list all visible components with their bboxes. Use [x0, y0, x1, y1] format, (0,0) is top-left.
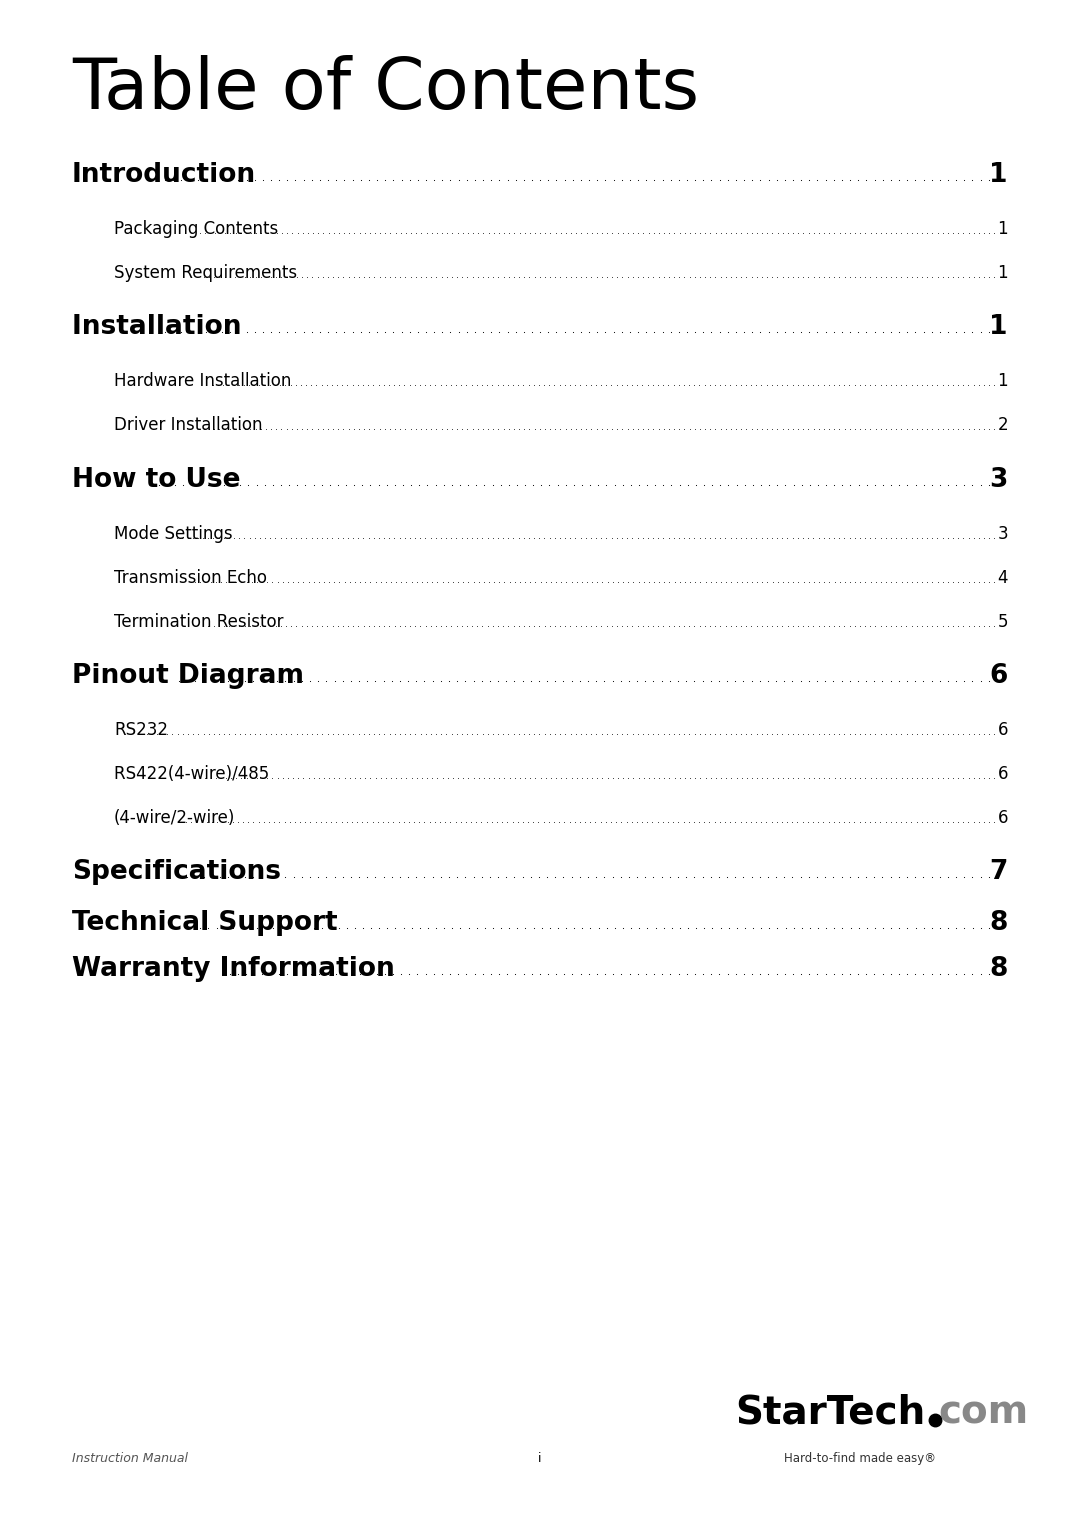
Text: Introduction: Introduction: [72, 161, 256, 189]
Text: 1: 1: [997, 371, 1008, 390]
Text: 4: 4: [998, 569, 1008, 587]
Text: 6: 6: [998, 766, 1008, 782]
Text: 3: 3: [989, 467, 1008, 493]
Text: 7: 7: [989, 858, 1008, 884]
Text: StarTech: StarTech: [735, 1394, 926, 1432]
Text: 5: 5: [998, 613, 1008, 632]
Text: Warranty Information: Warranty Information: [72, 956, 395, 982]
Text: 1: 1: [989, 161, 1008, 189]
Text: Hard-to-find made easy®: Hard-to-find made easy®: [784, 1452, 936, 1466]
Text: 1: 1: [989, 314, 1008, 339]
Text: RS422(4-wire)/485: RS422(4-wire)/485: [114, 766, 274, 782]
Text: Packaging Contents: Packaging Contents: [114, 221, 279, 237]
Text: Pinout Diagram: Pinout Diagram: [72, 664, 313, 689]
Text: 8: 8: [989, 956, 1008, 982]
Text: 1: 1: [997, 221, 1008, 237]
Text: Table of Contents: Table of Contents: [72, 55, 699, 123]
Text: (4-wire/2-wire): (4-wire/2-wire): [114, 810, 235, 826]
Text: 8: 8: [989, 910, 1008, 936]
Text: Technical Support: Technical Support: [72, 910, 347, 936]
Text: 3: 3: [997, 525, 1008, 543]
Text: Instruction Manual: Instruction Manual: [72, 1452, 188, 1466]
Text: How to Use: How to Use: [72, 467, 249, 493]
Text: System Requirements: System Requirements: [114, 263, 297, 282]
Text: Hardware Installation: Hardware Installation: [114, 371, 292, 390]
Text: Transmission Echo: Transmission Echo: [114, 569, 267, 587]
Text: Installation: Installation: [72, 314, 251, 339]
Text: i: i: [538, 1452, 542, 1466]
Text: Mode Settings: Mode Settings: [114, 525, 232, 543]
Text: RS232: RS232: [114, 721, 168, 740]
Text: 6: 6: [989, 664, 1008, 689]
Text: Termination Resistor: Termination Resistor: [114, 613, 288, 632]
Text: 2: 2: [997, 416, 1008, 434]
Text: Driver Installation: Driver Installation: [114, 416, 262, 434]
Text: Specifications: Specifications: [72, 858, 281, 884]
Text: 6: 6: [998, 810, 1008, 826]
Text: 1: 1: [997, 263, 1008, 282]
Text: com: com: [939, 1394, 1028, 1432]
Text: 6: 6: [998, 721, 1008, 740]
